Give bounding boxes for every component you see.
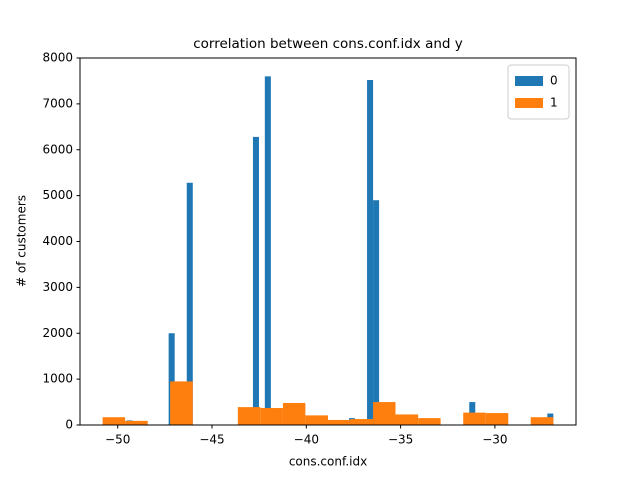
bar [530, 417, 554, 425]
legend-label: 0 [550, 74, 558, 88]
bar [373, 200, 380, 425]
bar [328, 419, 351, 425]
x-tick-label: −50 [105, 433, 130, 447]
y-tick-label: 6000 [42, 142, 73, 156]
y-tick-label: 7000 [42, 96, 73, 110]
y-axis-label: # of customers [15, 195, 29, 287]
bar [395, 414, 419, 425]
x-tick-label: −45 [199, 433, 224, 447]
y-tick-label: 3000 [42, 280, 73, 294]
legend-box [507, 64, 570, 120]
y-tick-label: 8000 [42, 51, 73, 65]
y-tick-label: 0 [65, 418, 73, 432]
bar [350, 419, 374, 425]
bar [305, 415, 328, 425]
x-tick-label: −30 [482, 433, 507, 447]
bar [418, 418, 441, 425]
x-tick-label: −35 [388, 433, 413, 447]
x-tick-label: −40 [294, 433, 319, 447]
bar [264, 76, 271, 425]
bar [260, 408, 283, 425]
chart-title: correlation between cons.conf.idx and y [193, 36, 463, 52]
bar [170, 381, 193, 425]
legend-swatch [515, 76, 543, 86]
bar [237, 407, 261, 425]
bar [252, 136, 259, 425]
bar [463, 412, 486, 425]
bar [373, 402, 396, 425]
bar [282, 402, 306, 425]
legend-swatch [515, 98, 543, 108]
y-tick-label: 2000 [42, 326, 73, 340]
y-tick-label: 1000 [42, 372, 73, 386]
y-tick-label: 4000 [42, 234, 73, 248]
bar [186, 182, 193, 425]
bar [485, 413, 509, 425]
bar [125, 420, 148, 425]
legend-label: 1 [550, 96, 558, 110]
bar [168, 333, 175, 425]
bar [367, 80, 374, 426]
x-axis-label: cons.conf.idx [289, 455, 367, 469]
bar [102, 417, 126, 425]
y-tick-label: 5000 [42, 188, 73, 202]
